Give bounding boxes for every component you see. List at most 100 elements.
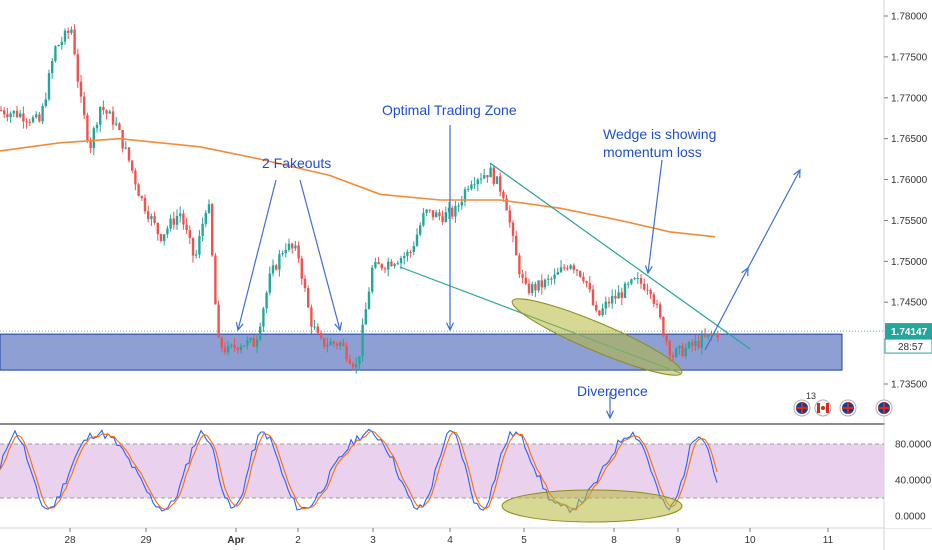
candle	[22, 106, 25, 129]
uk-flag-icon[interactable]	[793, 399, 811, 417]
candle	[582, 272, 585, 284]
candle	[428, 209, 431, 214]
candle	[697, 335, 700, 350]
candle	[246, 336, 249, 350]
candle	[537, 280, 540, 293]
price-axis[interactable]: 1.78000 1.77500 1.77000 1.76500 1.76000 1.755…	[884, 0, 932, 528]
candle	[691, 339, 694, 352]
divergence-stoch-ellipse[interactable]	[501, 489, 683, 523]
candle	[60, 36, 63, 50]
economic-events[interactable]: 13	[793, 391, 893, 417]
candle	[73, 24, 76, 56]
candle	[460, 195, 463, 210]
candle	[275, 263, 278, 271]
candle	[134, 168, 137, 191]
candle	[601, 303, 604, 317]
price-tick-label: 1.73500	[891, 380, 928, 391]
candle	[83, 91, 86, 120]
candle	[358, 356, 361, 371]
candle	[579, 270, 582, 278]
annotation-fakeouts: 2 Fakeouts	[262, 155, 331, 171]
candle	[457, 202, 460, 212]
candle	[598, 309, 601, 317]
optimal-zone-arrow[interactable]	[445, 125, 455, 332]
candle	[371, 264, 374, 294]
candle	[0, 105, 3, 112]
annotation-divergence: Divergence	[577, 383, 648, 399]
candle	[422, 207, 425, 227]
candle	[227, 341, 230, 356]
candle	[540, 274, 543, 295]
candle	[684, 343, 687, 360]
price-tick-label: 1.76000	[891, 175, 928, 186]
candle	[531, 281, 534, 296]
candle	[339, 340, 342, 350]
breakout-arrow-2[interactable]	[747, 168, 801, 269]
candle	[249, 337, 252, 343]
candle	[255, 333, 259, 353]
candle	[444, 206, 447, 223]
candle	[495, 176, 499, 185]
time-tick-label: 4	[447, 535, 453, 546]
candle	[604, 296, 607, 315]
candle	[665, 333, 668, 346]
candle	[607, 296, 611, 308]
fakeout-arrow-2[interactable]	[299, 179, 343, 332]
time-axis[interactable]: 28 29 Apr 2 3 4 5 8 9 10 11	[64, 528, 834, 546]
candle	[499, 172, 502, 197]
candle	[678, 345, 681, 355]
annotation-wedge-line-2: momentum loss	[603, 144, 702, 160]
stoch-k-line	[0, 428, 718, 514]
candle	[483, 168, 486, 180]
candle	[284, 243, 287, 258]
candle	[415, 228, 419, 247]
price-tick-label: 1.78000	[891, 12, 928, 23]
candle	[406, 249, 409, 262]
candle	[620, 287, 623, 306]
candle	[118, 122, 121, 131]
divergence-arrow[interactable]	[605, 392, 615, 420]
candle	[671, 352, 675, 362]
fakeout-arrow-1[interactable]	[235, 179, 277, 332]
canada-flag-icon[interactable]	[814, 399, 832, 417]
candle	[675, 346, 678, 358]
candle	[409, 250, 412, 258]
price-tick-label: 1.75000	[891, 257, 928, 268]
candle	[86, 112, 89, 143]
candle	[195, 249, 198, 259]
candle	[147, 205, 150, 223]
wedge-arrow[interactable]	[644, 159, 663, 275]
stochastic-pane[interactable]	[0, 428, 884, 523]
candle	[636, 272, 639, 285]
candle	[383, 266, 387, 274]
time-tick-label: 10	[744, 535, 756, 546]
price-tick-label: 1.75500	[891, 216, 928, 227]
divergence-price-ellipse[interactable]	[507, 288, 687, 386]
candle	[700, 330, 703, 355]
annotations: Optimal Trading Zone 2 Fakeouts Wedge is s…	[262, 102, 716, 399]
candle	[131, 160, 134, 174]
candle	[67, 27, 70, 40]
candle	[703, 328, 707, 339]
wedge-upper-line[interactable]	[489, 162, 751, 350]
price-pane[interactable]: Optimal Trading Zone 2 Fakeouts Wedge is s…	[0, 0, 884, 423]
candle	[716, 331, 719, 343]
uk-flag-icon[interactable]	[839, 399, 857, 417]
candle	[310, 304, 313, 334]
candle	[303, 274, 307, 293]
support-zone[interactable]	[0, 333, 843, 371]
price-tick-label: 1.76500	[891, 134, 928, 145]
candle	[543, 278, 547, 290]
candle	[319, 330, 323, 340]
candle	[265, 290, 268, 314]
candle	[278, 249, 281, 277]
time-tick-label: 5	[521, 535, 527, 546]
candle	[217, 300, 220, 338]
candle	[287, 238, 291, 252]
candle	[214, 253, 217, 305]
stoch-tick-label: 0.0000	[895, 512, 926, 523]
stochastic-axis[interactable]: 80.0000 40.0000 0.0000	[895, 440, 932, 523]
uk-flag-icon[interactable]	[875, 399, 893, 417]
